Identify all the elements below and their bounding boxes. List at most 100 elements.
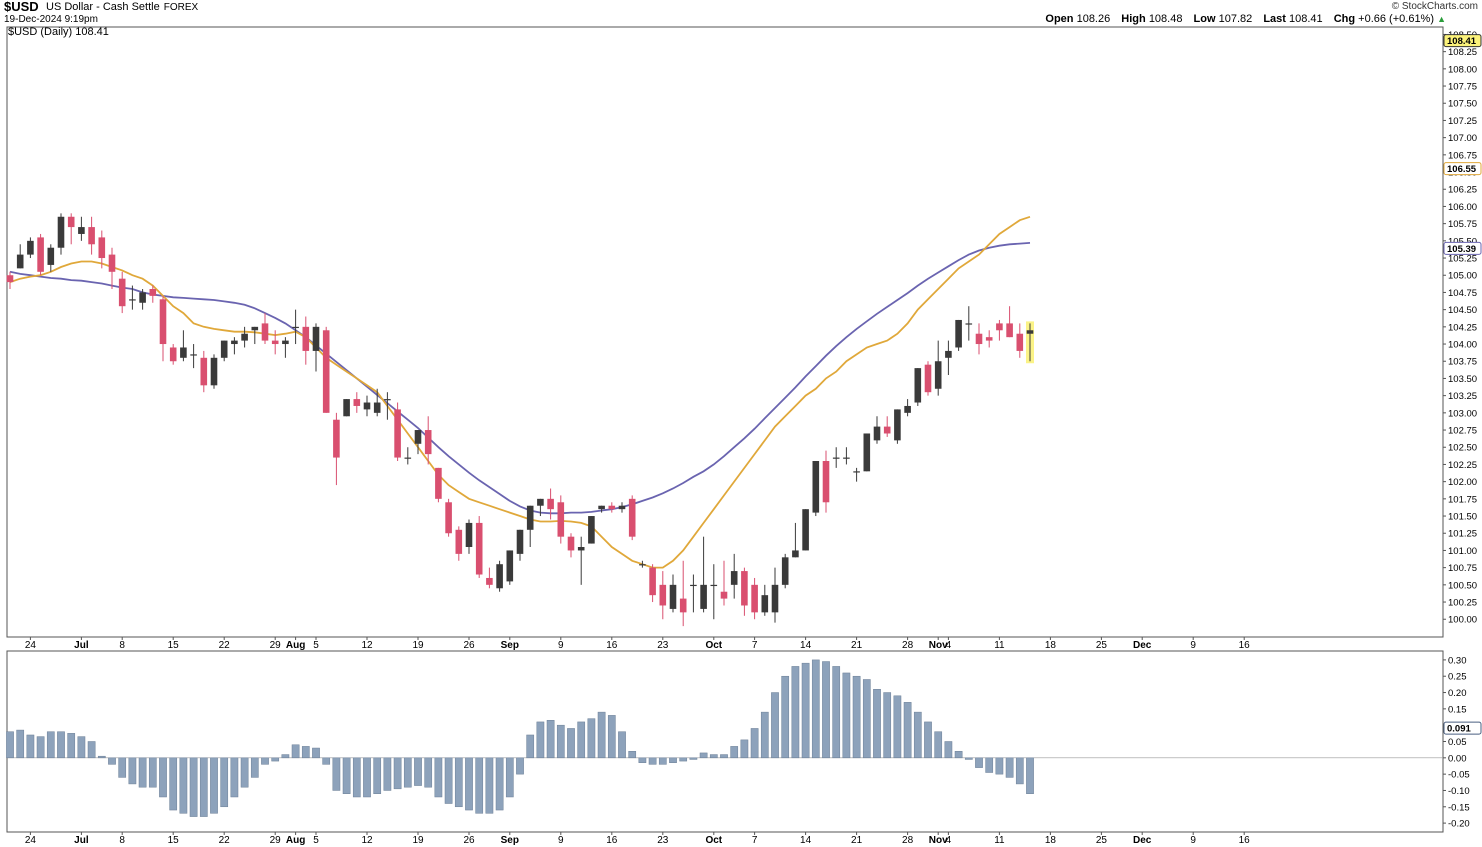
hist-bar [424, 757, 433, 788]
x-tick-label: 19 [412, 835, 424, 846]
candle-body [506, 550, 514, 582]
hist-bar [913, 711, 922, 759]
x-tick-label: 11 [994, 835, 1005, 846]
stockcharts-credit[interactable]: © StockCharts.com [1391, 1, 1478, 12]
hist-bar [495, 757, 504, 811]
candle-body [98, 237, 106, 259]
candle-body [1006, 323, 1013, 338]
x-tick-label: 22 [219, 640, 231, 651]
hist-bar [832, 666, 841, 759]
candle-body [373, 402, 381, 413]
hist-bar [1015, 757, 1024, 785]
hist-bar [240, 757, 249, 788]
candle-body [537, 498, 544, 506]
candle-body [445, 502, 452, 534]
hist-bar [689, 757, 698, 760]
candle-body [118, 278, 126, 307]
hist-y-tick-label: 0.30 [1448, 655, 1467, 666]
price-y-tick-label: 103.50 [1448, 374, 1477, 385]
x-tick-label: 9 [558, 640, 564, 651]
candle-body [27, 240, 34, 255]
candle-body [496, 564, 503, 589]
price-y-tick-label: 105.00 [1448, 271, 1477, 282]
last-label: Last [1263, 13, 1286, 25]
x-tick-label: Aug [286, 640, 305, 651]
description-text: US Dollar - Cash Settle [46, 1, 160, 13]
hist-bar [852, 675, 861, 759]
hist-bar [485, 757, 494, 814]
price-y-tick-label: 104.25 [1448, 322, 1477, 333]
hist-y-tick-label: 0.25 [1448, 672, 1467, 683]
candle-body [843, 457, 850, 459]
high-label: High [1121, 13, 1146, 25]
price-y-tick-label: 108.00 [1448, 64, 1477, 75]
x-tick-label: 21 [851, 835, 863, 846]
hist-bar [322, 757, 331, 765]
candle-body [700, 584, 707, 609]
hist-y-tick-label: -0.05 [1448, 770, 1470, 781]
hist-bar [536, 721, 545, 759]
candle-body [271, 340, 279, 345]
x-tick-label: 8 [119, 640, 125, 651]
x-tick-label: 21 [851, 640, 863, 651]
hist-bar [87, 741, 96, 759]
price-y-tick-label: 100.25 [1448, 598, 1477, 609]
candle-body [169, 347, 177, 362]
hist-bar [210, 757, 218, 814]
hist-bar [6, 731, 14, 759]
hist-bar [730, 746, 739, 759]
ma-slow-line [9, 242, 1031, 515]
hist-bar [403, 757, 412, 788]
x-tick-label: Jul [74, 640, 89, 651]
candle-body [588, 516, 595, 544]
candle-body [465, 522, 473, 547]
price-y-tick-label: 107.00 [1448, 133, 1477, 144]
candle-body [690, 584, 697, 587]
hist-bar [159, 757, 167, 798]
hist-bar [822, 661, 830, 759]
last-value: 108.41 [1289, 13, 1323, 25]
price-y-tick-label: 107.50 [1448, 99, 1477, 110]
hist-bar [995, 757, 1004, 775]
candle-body [455, 529, 463, 554]
candle-body [822, 461, 830, 503]
up-arrow-icon: ▲ [1437, 14, 1446, 24]
candle-body [414, 430, 422, 444]
candle-body [139, 292, 146, 303]
hist-bar [811, 659, 820, 759]
hist-bar [138, 757, 147, 788]
candle-body [424, 430, 432, 455]
x-tick-label: 5 [313, 640, 319, 651]
candle-body [241, 333, 248, 341]
hist-bar [363, 757, 371, 798]
x-tick-label: 18 [1045, 640, 1057, 651]
price-y-tick-label: 104.00 [1448, 340, 1477, 351]
price-y-tick-label: 105.25 [1448, 254, 1477, 265]
candle-body [282, 340, 289, 345]
hist-bar [791, 666, 800, 759]
x-tick-label: 24 [25, 835, 37, 846]
candle-body [526, 505, 534, 530]
candle-body [955, 319, 962, 348]
hist-y-tick-label: -0.15 [1448, 802, 1470, 813]
candle-body [639, 564, 646, 566]
hist-bar [862, 679, 871, 759]
hist-bar [26, 734, 35, 759]
x-tick-label: 4 [946, 835, 952, 846]
hist-bar [760, 711, 769, 759]
candle-body [761, 595, 769, 613]
price-y-tick-label: 103.25 [1448, 391, 1477, 402]
candle-body [771, 584, 779, 613]
x-tick-label: 14 [800, 640, 812, 651]
x-tick-label: 16 [606, 835, 618, 846]
candle-body [353, 399, 361, 406]
candle-body [802, 509, 809, 551]
hist-bar [954, 751, 963, 759]
candle-body [435, 467, 442, 499]
x-tick-label: 7 [752, 640, 758, 651]
candle-body [904, 405, 911, 413]
candle-body [996, 323, 1003, 331]
price-y-tick-label: 103.75 [1448, 357, 1477, 368]
hist-bar [750, 728, 759, 759]
